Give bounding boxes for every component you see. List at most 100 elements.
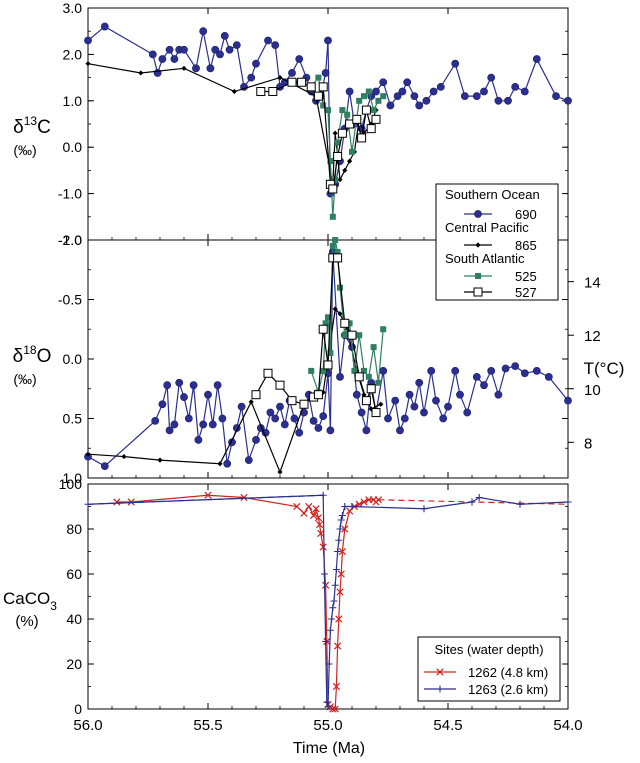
data-point [456, 390, 464, 399]
data-point [511, 362, 520, 371]
legend-swatch-marker [436, 668, 444, 676]
data-point [384, 414, 392, 423]
data-point [329, 213, 336, 220]
data-point [320, 367, 327, 374]
y2-tick-label: 10 [584, 382, 601, 399]
data-point [366, 124, 376, 134]
data-point [362, 426, 371, 435]
y-tick-label: 20 [66, 656, 82, 672]
x-tick-label: 55.5 [193, 717, 222, 734]
panel1-ylabel: δ13C [13, 114, 51, 138]
x-tick-label: 54.0 [553, 717, 582, 734]
data-point [170, 55, 179, 63]
data-point [85, 61, 91, 67]
data-point [333, 253, 343, 263]
data-point [544, 372, 553, 381]
data-point [378, 401, 384, 407]
data-point [199, 420, 208, 429]
panel-3: 100 80 60 40 20 056.0 55.5 55.0 54.5 54.0 [59, 476, 583, 734]
data-point [333, 642, 342, 650]
y-tick-label: 80 [66, 521, 82, 537]
data-point [532, 55, 541, 63]
series-line [116, 494, 379, 710]
data-point [237, 402, 246, 411]
y2-tick-label: 8 [584, 435, 592, 452]
data-point [271, 414, 280, 423]
data-point [232, 41, 241, 50]
data-point [309, 511, 318, 520]
data-point [180, 393, 188, 401]
data-point [564, 396, 572, 405]
data-point [347, 158, 353, 164]
series-865 [85, 61, 379, 187]
data-point [342, 167, 348, 173]
data-point [415, 101, 424, 110]
data-point [365, 88, 372, 95]
data-point [520, 369, 529, 378]
series-line [87, 63, 377, 185]
data-point [252, 436, 260, 444]
data-point [494, 390, 503, 399]
data-point [349, 148, 355, 155]
data-point [511, 82, 520, 91]
data-point [264, 36, 272, 45]
data-point [564, 96, 572, 105]
data-point [352, 390, 361, 399]
data-point [138, 70, 144, 76]
x-tick-label: 55.0 [313, 717, 342, 734]
data-point [432, 396, 440, 405]
data-point [329, 242, 336, 249]
data-point [337, 311, 343, 317]
data-point [336, 372, 344, 381]
data-point [372, 87, 380, 96]
data-point [398, 87, 407, 96]
data-point [403, 78, 412, 87]
data-point [121, 453, 127, 460]
data-point [480, 381, 488, 390]
data-point [422, 96, 431, 105]
data-point [320, 570, 328, 578]
legend-group-title: South Atlantic [445, 251, 525, 266]
data-point [315, 74, 322, 81]
data-point [564, 498, 572, 506]
data-point [463, 408, 472, 417]
data-point [84, 36, 92, 45]
data-point [305, 502, 313, 511]
series-line [87, 251, 569, 467]
data-point [318, 82, 328, 92]
series-527 [256, 77, 381, 194]
data-point [380, 93, 387, 100]
data-point [357, 133, 367, 143]
data-point [361, 396, 371, 406]
data-point [332, 130, 338, 136]
data-point [341, 503, 349, 510]
legend-swatch-marker [473, 287, 483, 297]
data-point [314, 514, 323, 522]
data-point [480, 87, 488, 96]
data-point [266, 408, 275, 417]
data-point [288, 69, 296, 77]
panel3-yunit: (%) [15, 613, 38, 630]
data-point [420, 505, 428, 513]
data-point [346, 320, 353, 327]
data-point [334, 139, 341, 146]
data-point [216, 50, 224, 59]
data-point [290, 414, 299, 423]
data-point [328, 184, 338, 194]
data-point [218, 414, 227, 423]
data-point [223, 459, 232, 468]
data-point [204, 390, 212, 399]
data-point [371, 408, 381, 418]
legend-group-title: Central Pacific [445, 220, 529, 235]
data-point [306, 82, 316, 92]
data-point [231, 88, 237, 95]
legend-swatch-marker [475, 273, 481, 279]
data-point [444, 402, 452, 411]
data-point [552, 92, 560, 101]
panel2-yunit: (‰) [13, 371, 36, 387]
data-point [347, 330, 357, 340]
data-point [295, 428, 304, 437]
legend-swatch-marker [474, 210, 482, 218]
panel-2: -1.0 -0.5 0.0 0.5 1.0 14 12 10 8 [58, 232, 601, 486]
